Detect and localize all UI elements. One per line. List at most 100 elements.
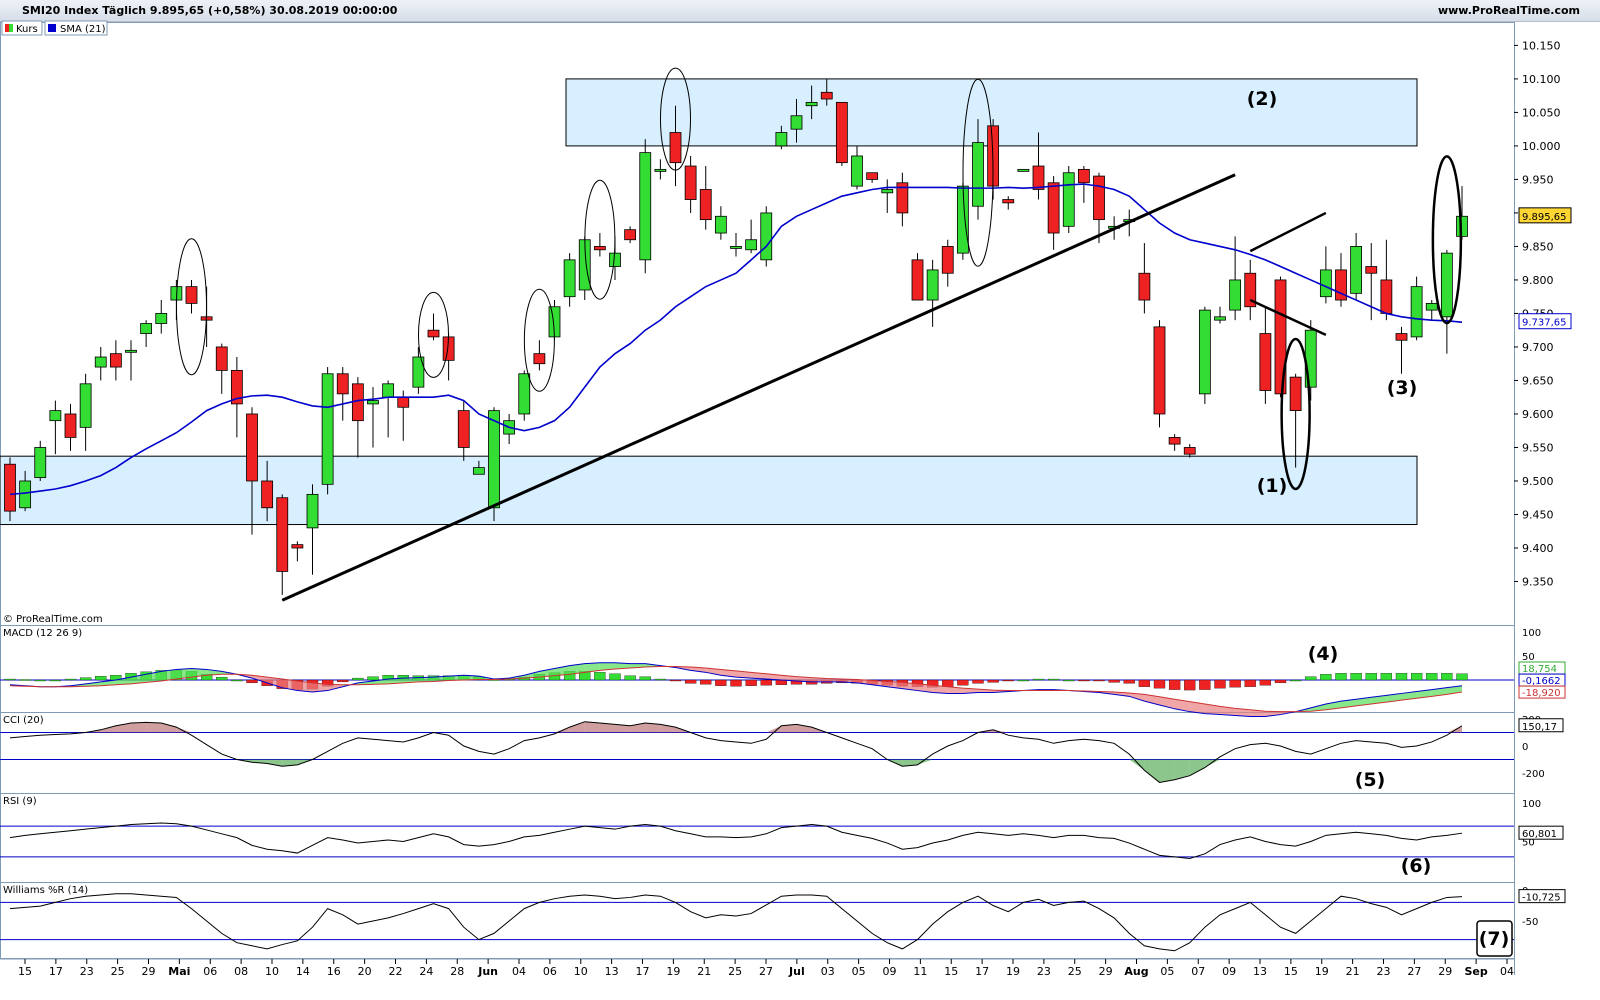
macd-histogram-bar (1153, 679, 1166, 689)
macd-histogram-bar (942, 679, 954, 687)
macd-fill (1416, 689, 1432, 699)
macd-fill (962, 688, 978, 694)
candle-body (911, 259, 924, 301)
candle-body (230, 370, 243, 405)
last-price-label: 9.895,65 (1522, 212, 1567, 223)
candle-body (336, 373, 349, 395)
candle (835, 101, 848, 167)
candle-body (1198, 309, 1211, 395)
candle (1274, 276, 1287, 398)
macd-fill (403, 677, 419, 683)
cci-value-box (1518, 718, 1564, 733)
candle-body (851, 155, 863, 187)
candle-body (94, 356, 107, 368)
candle-body (1138, 272, 1151, 301)
trendline (1249, 298, 1327, 337)
candle-body (1077, 168, 1090, 184)
cci-oversold-fill (1174, 759, 1190, 780)
macd-fill (569, 663, 585, 675)
price-tick-label: 9.850 (1522, 240, 1554, 253)
candle (230, 357, 243, 438)
candle (1017, 168, 1030, 172)
candle (276, 494, 289, 595)
x-tick-label: Mai (168, 965, 190, 978)
macd-histogram-bar (1320, 674, 1332, 681)
cci-oversold-fill (1159, 759, 1175, 783)
trendline (1249, 211, 1327, 253)
panel-frame-wr (0, 882, 1515, 959)
x-tick-label: 03 (821, 965, 835, 978)
candle (382, 380, 395, 438)
candle (972, 119, 984, 220)
macd-fill (161, 669, 177, 681)
rsi-value-label: 60,801 (1522, 829, 1557, 840)
rsi-value-box (1518, 825, 1564, 840)
macd-line (9, 662, 1463, 717)
macd-value-label: -0,1662 (1522, 676, 1561, 687)
macd-histogram-bar (1229, 679, 1241, 688)
macd-fill (1310, 704, 1326, 712)
macd-fill (176, 668, 192, 680)
cci-oversold-fill (917, 759, 933, 765)
candle (896, 172, 909, 227)
macd-fill (751, 672, 767, 680)
macd-histogram-bar (760, 679, 772, 686)
macd-fill (297, 680, 313, 692)
cci-overbought-fill (131, 722, 147, 733)
price-tick-label: 9.350 (1522, 575, 1554, 588)
price-tick-label: 9.950 (1522, 173, 1554, 186)
macd-fill (1250, 709, 1266, 717)
panel-frame-cci (0, 712, 1515, 794)
macd-fill (1371, 695, 1387, 704)
candle-body (775, 132, 788, 147)
candle-body (351, 383, 364, 422)
macd-fill (857, 679, 873, 685)
copyright-label: © ProRealTime.com (3, 614, 103, 625)
macd-fill (1144, 694, 1160, 705)
candle (1183, 444, 1196, 458)
macd-histogram-bar (1380, 673, 1393, 681)
candle-body (669, 132, 682, 164)
x-tick-label: 15 (18, 965, 32, 978)
candle-body (972, 142, 984, 207)
x-tick-label: 19 (666, 965, 680, 978)
macd-histogram-bar (4, 678, 16, 681)
candle-body (34, 447, 47, 479)
candle-body (699, 189, 712, 221)
macd-fill (615, 662, 631, 669)
x-tick-label: 05 (1160, 965, 1174, 978)
candle (291, 541, 304, 562)
candle-body (1183, 447, 1196, 455)
macd-histogram-bar (1047, 678, 1060, 681)
x-tick-label: 23 (80, 965, 94, 978)
candle-body (1032, 165, 1045, 190)
candle-body (321, 373, 334, 485)
candle (503, 413, 516, 445)
macd-fill (1401, 691, 1417, 701)
candle-body (215, 346, 228, 371)
wr-line (9, 893, 1463, 952)
macd-histogram-bar (609, 673, 621, 681)
macd-histogram-bar (624, 675, 636, 681)
candle (351, 377, 364, 458)
cci-overbought-fill (599, 723, 615, 733)
macd-fill (599, 662, 615, 671)
candle (805, 85, 818, 120)
legend-sma: SMA (21) (60, 24, 106, 35)
price-tick-label: 10.150 (1522, 39, 1561, 52)
x-tick-label: 23 (1037, 965, 1051, 978)
x-tick-label: Jul (788, 965, 805, 978)
sma-line (9, 183, 1463, 496)
candle (1062, 166, 1075, 234)
macd-histogram-bar (231, 679, 243, 682)
annotation-7: (7) (1479, 928, 1510, 950)
x-tick-label: 14 (296, 965, 310, 978)
macd-fill (448, 675, 464, 681)
candle-body (19, 480, 32, 509)
candle-body (1153, 326, 1166, 415)
macd-histogram-bar (1199, 679, 1211, 690)
site-url[interactable]: www.ProRealTime.com (1437, 4, 1580, 17)
candle (336, 367, 349, 421)
price-tick-label: 9.600 (1522, 408, 1554, 421)
candle-body (684, 165, 697, 200)
